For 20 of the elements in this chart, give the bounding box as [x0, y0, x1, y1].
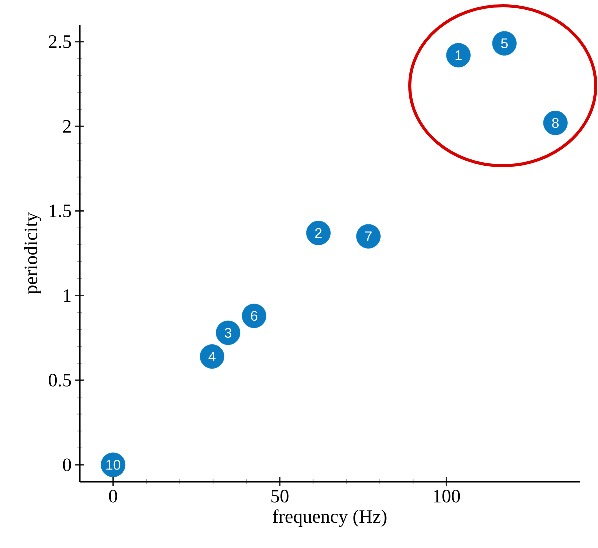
- x-tick-label: 100: [434, 490, 460, 503]
- annotation: 5: [501, 38, 508, 48]
- y-tick-label: 1.5: [50, 204, 72, 218]
- annotation: 4: [208, 352, 216, 362]
- annotation: 6: [251, 311, 258, 322]
- annotation: 8: [552, 118, 559, 128]
- y-tick-label: 0: [63, 458, 72, 472]
- y-tick-label: 1: [64, 290, 71, 302]
- x-axis-title: frequency (Hz): [273, 510, 387, 528]
- annotation: 3: [224, 328, 232, 338]
- y-tick-label: 0.5: [49, 374, 72, 387]
- y-tick-label: 2.5: [49, 36, 72, 48]
- annotation: 2: [315, 228, 322, 238]
- annotation: 10: [106, 460, 121, 470]
- annotation: 7: [366, 232, 372, 242]
- y-axis-title: periodicity: [24, 212, 42, 294]
- annotation: 1: [456, 50, 462, 60]
- x-tick-label: 0: [109, 490, 118, 503]
- y-tick-label: 2: [63, 120, 71, 133]
- x-tick-label: 50: [272, 490, 289, 503]
